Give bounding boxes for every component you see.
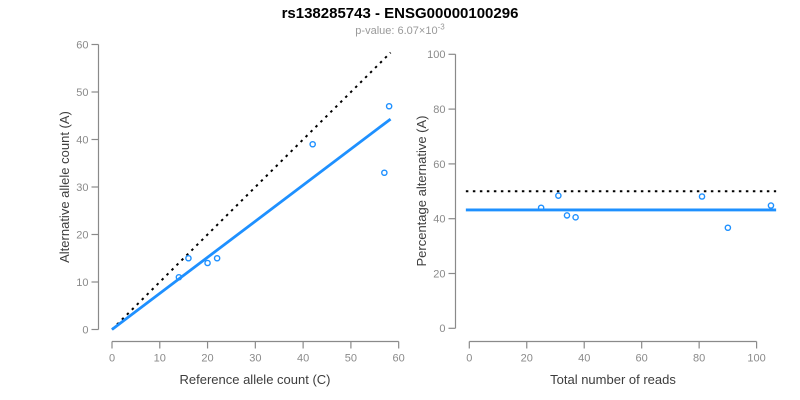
y-tick-label: 60 [433,159,445,171]
y-tick-label: 0 [82,324,88,336]
data-point [213,254,221,262]
y-tick-label: 0 [439,323,445,335]
y-axis-title: Percentage alternative (A) [414,115,429,266]
y-tick-label: 40 [76,134,88,146]
x-tick-label: 60 [393,353,405,365]
x-tick-label: 60 [636,353,648,365]
data-point [724,224,732,232]
y-tick-label: 20 [76,229,88,241]
y-tick-label: 10 [76,277,88,289]
x-tick-label: 20 [521,353,533,365]
x-tick-label: 80 [693,353,705,365]
data-point [572,214,579,221]
fit-line [111,117,392,331]
x-tick-label: 0 [109,353,115,365]
data-point [555,192,562,199]
y-tick-label: 50 [76,87,88,99]
y-tick-label: 80 [433,104,445,116]
data-point [309,140,316,148]
data-point [185,254,192,262]
x-axis-title: Reference allele count (C) [179,372,330,387]
y-tick-label: 60 [76,39,88,51]
x-tick-label: 0 [466,353,472,365]
panel-allele-counts: 0 10 20 30 40 50 60 0 10 20 30 40 50 60 Reference alle… [57,39,405,387]
x-axis-title: Total number of reads [550,372,676,387]
data-point [204,259,211,267]
y-tick-label: 100 [427,49,445,61]
x-tick-label: 100 [747,353,765,365]
x-tick-label: 10 [154,353,166,365]
data-point [175,273,183,281]
plot-title: rs138285743 - ENSG00000100296 [281,5,519,22]
data-point [698,193,706,200]
plot-subtitle: p-value: 6.07×10-3 [0,22,800,37]
pvalue-text: p-value: 6.07×10 [355,25,438,37]
data-point [767,202,775,209]
x-tick-label: 40 [297,353,309,365]
identity-line [111,51,392,331]
pvalue-exponent: -3 [437,22,445,32]
data-point [385,102,393,110]
y-tick-label: 20 [433,268,445,280]
x-tick-label: 40 [578,353,590,365]
y-tick-label: 30 [76,182,88,194]
data-point [537,204,545,212]
data-point [563,212,571,219]
y-tick-label: 40 [433,214,445,226]
x-tick-label: 20 [201,353,213,365]
panel-percentage-alternative: 0 20 40 60 80 100 0 20 40 60 80 100 Total number of … [414,49,777,387]
y-axis-title: Alternative allele count (A) [57,111,72,263]
x-tick-label: 50 [345,353,357,365]
x-tick-label: 30 [249,353,261,365]
data-point [381,169,388,177]
